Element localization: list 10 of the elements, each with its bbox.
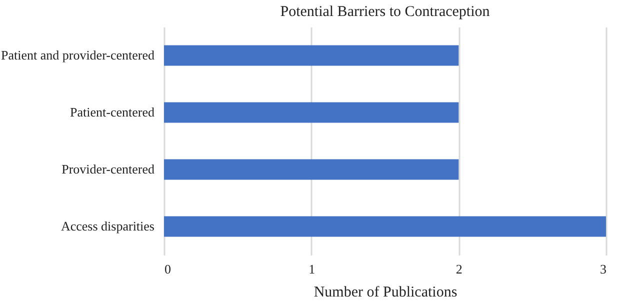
y-tick-label: Patient-centered xyxy=(70,104,155,120)
chart-title: Potential Barriers to Contraception xyxy=(280,4,490,20)
x-tick-label: 2 xyxy=(456,262,462,276)
x-tick-label: 1 xyxy=(308,262,316,276)
x-tick-label: 3 xyxy=(600,262,606,276)
x-axis-title: Number of Publications xyxy=(314,284,458,300)
y-tick-label: Provider-centered xyxy=(62,162,155,176)
y-tick-label: Patient and provider-centered xyxy=(0,48,155,62)
x-tick-label: 0 xyxy=(164,262,171,276)
y-tick-label: Access disparities xyxy=(60,218,154,234)
